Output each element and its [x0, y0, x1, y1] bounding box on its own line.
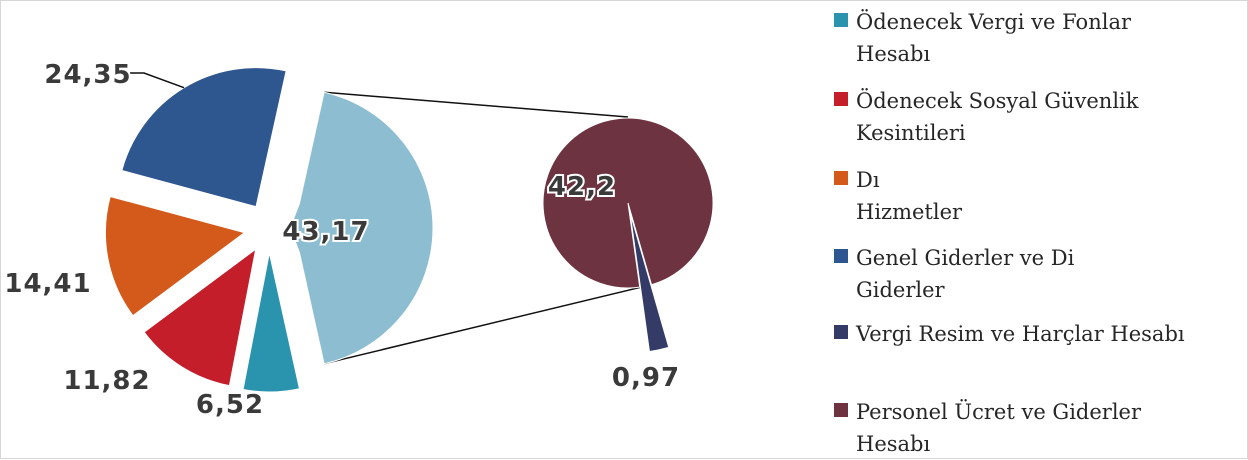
leader-line-genel-giderler: [130, 72, 185, 89]
legend-label: Genel Giderler ve Di Giderler: [856, 246, 1075, 302]
legend-item-genel-giderler: Genel Giderler ve Di Giderler: [834, 242, 1244, 306]
legend-swatch: [834, 325, 848, 339]
legend-item-dis-hizmetler: Dı Hizmetler: [834, 164, 1244, 228]
legend-swatch: [834, 403, 848, 417]
data-label-odenecek-vergi-ve-fonlar-hesab: 6,52: [196, 390, 264, 420]
legend-label: Personel Ücret ve Giderler Hesabı: [856, 400, 1142, 456]
legend-label: Ödenecek Vergi ve Fonlar Hesabı: [856, 10, 1131, 66]
legend-item-vergi-fonlar: Ödenecek Vergi ve Fonlar Hesabı: [834, 6, 1244, 70]
legend-item-vergi-resim: Vergi Resim ve Harçlar Hesabı: [834, 318, 1244, 350]
data-label-odenecek-sosyal-guvenlik-kesintileri: 11,82: [63, 366, 150, 396]
legend-swatch: [834, 171, 848, 185]
slice-d-hizmetler: [104, 195, 246, 317]
slice-odenecek-vergi-ve-fonlar-hesab: [242, 252, 301, 393]
data-label-personel-ucret-ve-giderler-hesab: 42,2: [548, 172, 616, 202]
slice-vergi-resim-ve-harclar-hesab: [629, 212, 670, 352]
legend-label: Ödenecek Sosyal Güvenlik Kesintileri: [856, 89, 1139, 145]
slice-genel-giderler-ve-di-giderler: [121, 67, 287, 208]
slice-other: [289, 91, 434, 365]
legend-label: Vergi Resim ve Harçlar Hesabı: [856, 322, 1185, 346]
legend-swatch: [834, 249, 848, 263]
legend-swatch: [834, 13, 848, 27]
data-label-d-hizmetler: 14,41: [4, 269, 91, 299]
connector-line-top: [324, 91, 629, 118]
legend-item-personel-ucret: Personel Ücret ve Giderler Hesabı: [834, 396, 1244, 460]
main-pie: [104, 67, 434, 393]
slice-personel-ucret-ve-giderler-hesab: [542, 117, 714, 289]
data-label-other: 43,17: [282, 217, 369, 247]
leader-lines: [130, 72, 185, 89]
legend-item-sosyal-guvenlik: Ödenecek Sosyal Güvenlik Kesintileri: [834, 85, 1244, 149]
data-labels: 6,52 11,82 14,41 24,35 43,17 42,2 0,97: [2, 58, 681, 422]
data-label-vergi-resim-ve-harclar-hesab: 0,97: [612, 363, 680, 393]
slice-odenecek-sosyal-guvenlik-kesintileri: [143, 248, 257, 387]
connector-lines: [323, 91, 643, 365]
legend-label: Dı Hizmetler: [856, 168, 963, 224]
legend-swatch: [834, 92, 848, 106]
data-label-genel-giderler-ve-di-giderler: 24,35: [44, 60, 131, 90]
connector-line-bottom: [323, 285, 643, 365]
legend: Ödenecek Vergi ve Fonlar Hesabı Ödenecek…: [834, 0, 1244, 459]
secondary-pie: [542, 117, 714, 352]
